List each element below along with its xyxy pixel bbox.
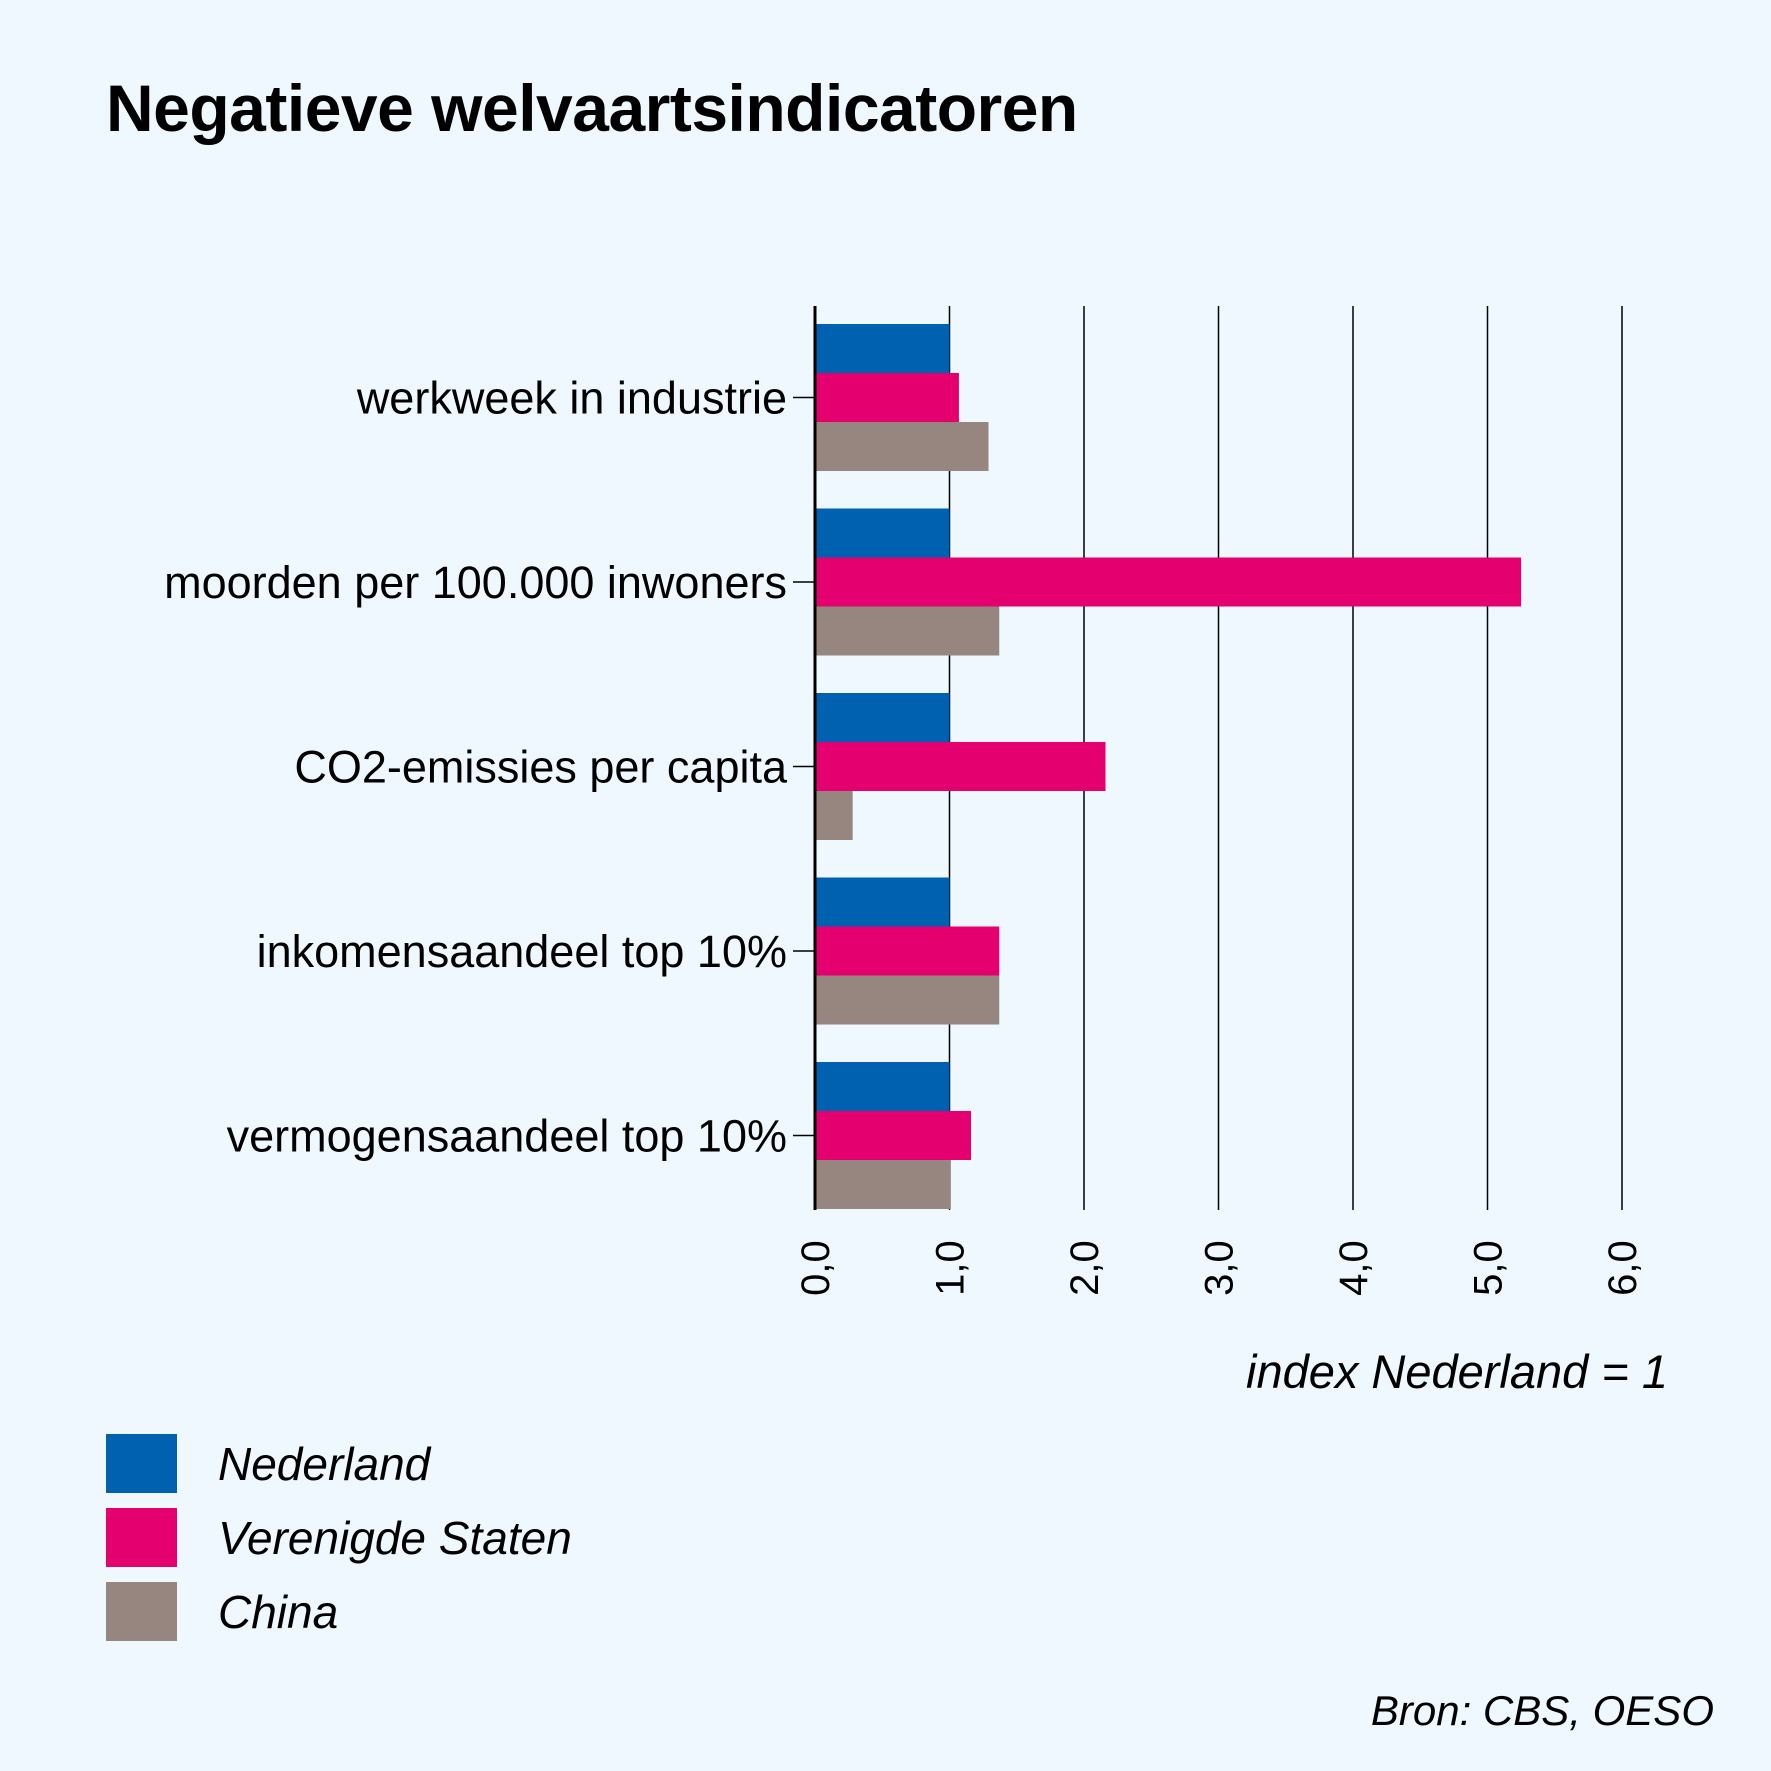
legend: Nederland Verenigde Staten China	[106, 1434, 572, 1656]
bar-nederland-1	[815, 324, 950, 373]
legend-item-verenigde-staten: Verenigde Staten	[106, 1508, 572, 1567]
x-tick-label-1: 1,0	[929, 1240, 973, 1296]
x-tick-label-6: 6,0	[1601, 1240, 1645, 1296]
source-note: Bron: CBS, OESO	[1370, 1687, 1714, 1734]
legend-item-china: China	[106, 1582, 572, 1641]
bar-china-3	[815, 791, 853, 840]
category-label-2: moorden per 100.000 inwoners	[164, 557, 787, 608]
chart-title: Negatieve welvaartsindicatoren	[106, 71, 1078, 145]
bar-china-4	[815, 975, 1000, 1025]
bar-verenigde-staten-2	[815, 557, 1522, 607]
bar-verenigde-staten-4	[815, 926, 1000, 976]
bar-nederland-2	[815, 508, 950, 558]
bar-china-1	[815, 422, 989, 471]
legend-label-nederland: Nederland	[218, 1437, 431, 1490]
legend-swatch-verenigde-staten	[106, 1508, 177, 1567]
bar-nederland-5	[815, 1062, 950, 1111]
x-tick-label-0: 0,0	[794, 1240, 838, 1296]
bar-china-2	[815, 606, 1000, 656]
legend-swatch-nederland	[106, 1434, 177, 1493]
bar-nederland-4	[815, 877, 950, 927]
category-label-3: CO2-emissies per capita	[294, 742, 788, 793]
category-label-5: vermogensaandeel top 10%	[227, 1111, 787, 1162]
x-tick-label-2: 2,0	[1063, 1240, 1107, 1296]
category-label-4: inkomensaandeel top 10%	[257, 926, 787, 977]
bar-verenigde-staten-5	[815, 1111, 972, 1160]
bar-verenigde-staten-1	[815, 373, 959, 422]
category-label-1: werkweek in industrie	[356, 373, 787, 424]
legend-label-china: China	[218, 1585, 339, 1638]
bar-china-5	[815, 1160, 951, 1209]
bar-verenigde-staten-3	[815, 742, 1106, 791]
legend-swatch-china	[106, 1582, 177, 1641]
legend-label-verenigde-staten: Verenigde Staten	[218, 1511, 572, 1564]
x-axis-label: index Nederland = 1	[1246, 1345, 1668, 1398]
x-tick-label-5: 5,0	[1467, 1240, 1511, 1296]
x-tick-label-4: 4,0	[1332, 1240, 1376, 1296]
x-tick-label-3: 3,0	[1198, 1240, 1242, 1296]
legend-item-nederland: Nederland	[106, 1434, 572, 1493]
bar-nederland-3	[815, 693, 950, 742]
